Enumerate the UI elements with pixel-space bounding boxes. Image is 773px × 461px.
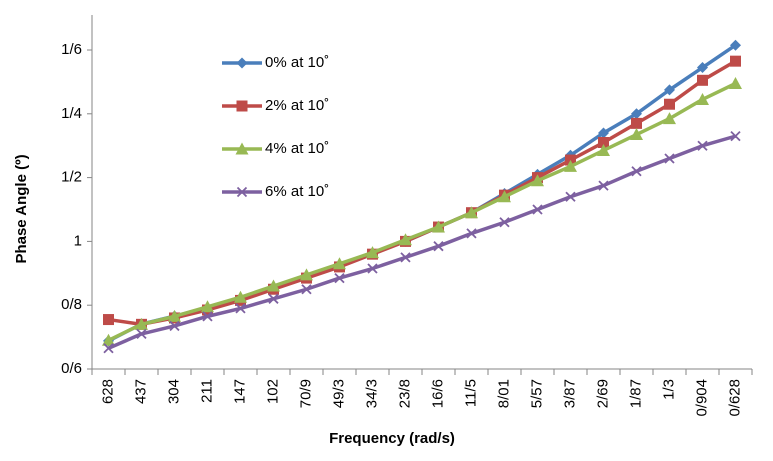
data-point (729, 76, 742, 89)
data-point (102, 333, 115, 346)
x-tick-label: 8/01 (495, 379, 512, 408)
legend-label: 2% at 10˚ (265, 97, 329, 114)
x-axis-title: Frequency (rad/s) (329, 430, 455, 447)
x-tick-label: 437 (132, 379, 149, 404)
data-point (631, 166, 642, 177)
data-point (730, 130, 741, 142)
data-point (202, 311, 213, 322)
data-point (103, 314, 114, 326)
data-point (103, 343, 114, 354)
data-point (697, 74, 708, 86)
series-line (108, 59, 737, 327)
series-line (107, 134, 736, 350)
data-point (730, 39, 741, 51)
data-point (268, 293, 279, 304)
y-tick-label: 0/8 (61, 296, 82, 313)
data-point (564, 159, 577, 172)
data-point (631, 108, 642, 120)
x-tick-label: 211 (198, 379, 215, 403)
legend-label: 0% at 10˚ (265, 54, 329, 71)
x-tick-label: 102 (264, 379, 281, 404)
legend-marker (236, 186, 248, 198)
data-point (532, 204, 543, 215)
data-point (432, 220, 445, 233)
data-point (664, 84, 675, 96)
x-tick-label: 304 (165, 379, 182, 404)
data-point (597, 143, 610, 156)
data-point (565, 191, 576, 202)
x-tick-label: 5/57 (528, 379, 545, 408)
data-point (697, 140, 708, 151)
series-line (107, 43, 737, 343)
y-tick-label: 1 (74, 232, 82, 249)
data-point (499, 217, 510, 228)
data-point (498, 190, 511, 203)
data-point (366, 246, 379, 259)
data-point (168, 309, 181, 322)
data-point (664, 153, 675, 164)
x-tick-label: 23/8 (396, 379, 413, 408)
data-point (334, 272, 345, 284)
data-point (696, 92, 709, 105)
data-point (598, 180, 609, 191)
data-point (531, 174, 544, 187)
data-point (235, 303, 246, 314)
x-tick-label: 70/9 (297, 379, 314, 408)
x-tick-label: 1/87 (627, 379, 644, 408)
x-tick-label: 49/3 (330, 379, 347, 408)
legend-label: 4% at 10˚ (265, 140, 329, 157)
x-tick-label: 628 (99, 379, 116, 404)
y-tick-label: 1/6 (61, 41, 82, 58)
data-point (400, 252, 411, 263)
data-point (630, 128, 643, 141)
data-point (301, 284, 312, 295)
x-tick-label: 0/904 (693, 379, 710, 417)
x-tick-label: 147 (231, 379, 248, 404)
data-point (631, 117, 642, 129)
y-axis-title: Phase Angle (º) (13, 154, 30, 263)
x-tick-label: 1/3 (660, 379, 677, 400)
y-tick-label: 0/6 (61, 360, 82, 377)
data-point (300, 268, 313, 281)
data-point (697, 62, 708, 74)
data-point (598, 127, 609, 139)
data-point (267, 279, 280, 292)
data-point (433, 241, 444, 252)
x-tick-label: 34/3 (363, 379, 380, 408)
legend-marker (236, 100, 248, 112)
legend-marker (235, 142, 249, 155)
data-point (135, 317, 148, 330)
data-point (136, 328, 147, 340)
y-tick-label: 1/4 (61, 105, 82, 122)
data-point (730, 55, 741, 67)
data-point (598, 137, 609, 149)
x-tick-label: 2/69 (594, 379, 611, 408)
data-point (466, 228, 477, 239)
data-point (201, 300, 214, 313)
x-tick-label: 3/87 (561, 379, 578, 408)
legend-marker (236, 57, 248, 69)
series-line (107, 81, 737, 342)
data-point (664, 98, 675, 110)
data-point (333, 257, 346, 270)
data-point (367, 263, 378, 274)
data-point (234, 290, 247, 303)
y-tick-label: 1/2 (61, 169, 82, 186)
x-tick-label: 0/628 (726, 379, 743, 417)
legend-label: 6% at 10˚ (265, 183, 329, 200)
x-tick-label: 16/6 (429, 379, 446, 408)
data-point (169, 320, 180, 332)
x-tick-label: 11/5 (462, 379, 479, 407)
data-point (399, 233, 412, 246)
data-point (465, 206, 478, 219)
data-point (663, 112, 676, 125)
